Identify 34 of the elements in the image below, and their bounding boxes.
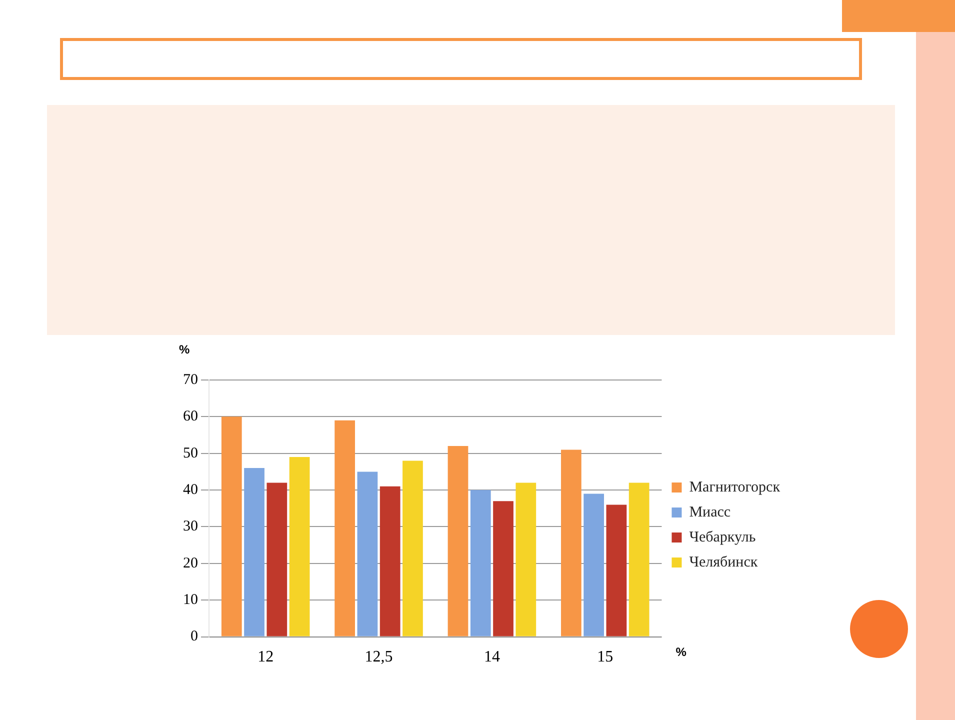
y-tick-label: 10 xyxy=(183,592,198,608)
y-tick-label: 50 xyxy=(183,445,198,462)
bar xyxy=(266,482,288,636)
bar xyxy=(334,420,355,636)
y-tick-label: 0 xyxy=(190,628,198,645)
x-tick-label: 12,5 xyxy=(364,648,393,666)
legend-label: Магнитогорск xyxy=(689,479,781,496)
y-tick-label: 60 xyxy=(183,408,198,425)
bar xyxy=(606,504,627,636)
x-axis-title: % xyxy=(676,645,687,660)
bar xyxy=(380,486,400,636)
legend-label: Чебаркуль xyxy=(689,529,756,546)
bar xyxy=(560,450,582,636)
bar xyxy=(493,501,514,636)
bar xyxy=(628,482,650,636)
y-tick-label: 20 xyxy=(183,555,198,572)
bar xyxy=(584,494,604,636)
y-tick-label: 30 xyxy=(183,518,198,535)
x-tick-label: 15 xyxy=(597,648,614,666)
bar xyxy=(244,468,264,636)
y-tick-label: 40 xyxy=(183,482,198,498)
x-tick-label: 14 xyxy=(484,648,500,666)
bar xyxy=(516,482,536,636)
y-axis-title: % xyxy=(179,342,190,356)
y-tick-label: 70 xyxy=(183,372,198,388)
x-tick-label: 12 xyxy=(258,648,274,666)
legend-label: Миасс xyxy=(689,504,731,520)
bar xyxy=(402,460,423,636)
bar xyxy=(470,490,491,636)
bar xyxy=(357,472,378,636)
bar xyxy=(289,457,310,636)
bar xyxy=(221,416,242,636)
legend-label: Челябинск xyxy=(689,554,758,570)
bar xyxy=(448,446,468,636)
